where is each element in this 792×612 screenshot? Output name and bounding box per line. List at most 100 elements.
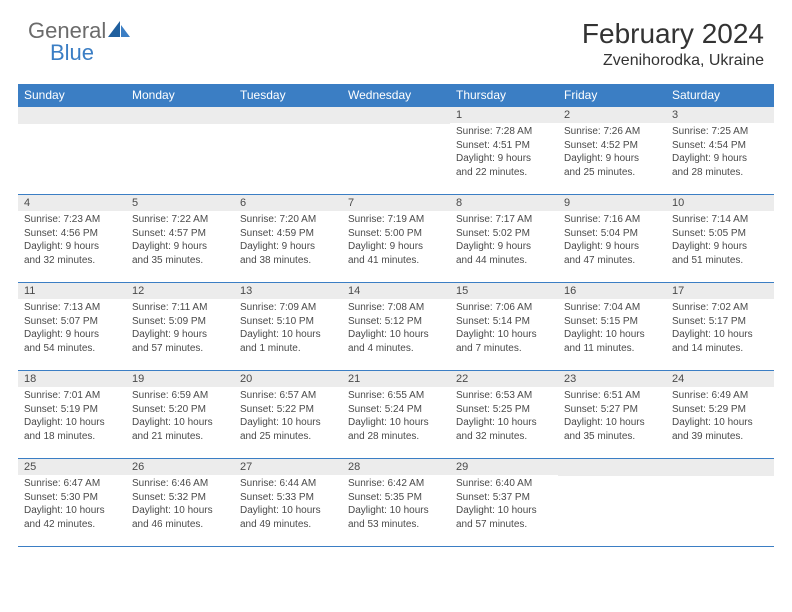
day-cell: 13Sunrise: 7:09 AMSunset: 5:10 PMDayligh… xyxy=(234,283,342,371)
calendar-table: Sunday Monday Tuesday Wednesday Thursday… xyxy=(18,84,774,547)
sunset-text: Sunset: 5:14 PM xyxy=(456,315,552,329)
daylight-text: Daylight: 9 hours xyxy=(672,240,768,254)
sunset-text: Sunset: 5:19 PM xyxy=(24,403,120,417)
daylight-text2: and 41 minutes. xyxy=(348,254,444,268)
day-number: 5 xyxy=(126,195,234,211)
sunrise-text: Sunrise: 7:01 AM xyxy=(24,389,120,403)
daylight-text2: and 32 minutes. xyxy=(456,430,552,444)
day-number: 19 xyxy=(126,371,234,387)
sunrise-text: Sunrise: 7:16 AM xyxy=(564,213,660,227)
day-cell: 16Sunrise: 7:04 AMSunset: 5:15 PMDayligh… xyxy=(558,283,666,371)
sunset-text: Sunset: 5:10 PM xyxy=(240,315,336,329)
empty-day-bar xyxy=(342,107,450,124)
day-header: Thursday xyxy=(450,84,558,107)
logo-text-block: General Blue xyxy=(28,18,132,66)
sunset-text: Sunset: 5:00 PM xyxy=(348,227,444,241)
day-details: Sunrise: 6:57 AMSunset: 5:22 PMDaylight:… xyxy=(234,387,342,447)
day-number: 1 xyxy=(450,107,558,123)
sunset-text: Sunset: 5:05 PM xyxy=(672,227,768,241)
day-cell: 7Sunrise: 7:19 AMSunset: 5:00 PMDaylight… xyxy=(342,195,450,283)
daylight-text2: and 53 minutes. xyxy=(348,518,444,532)
day-details: Sunrise: 7:17 AMSunset: 5:02 PMDaylight:… xyxy=(450,211,558,271)
sunrise-text: Sunrise: 7:08 AM xyxy=(348,301,444,315)
day-cell xyxy=(18,107,126,195)
sunset-text: Sunset: 5:33 PM xyxy=(240,491,336,505)
sunset-text: Sunset: 5:25 PM xyxy=(456,403,552,417)
daylight-text: Daylight: 9 hours xyxy=(564,152,660,166)
day-cell xyxy=(342,107,450,195)
sunset-text: Sunset: 4:52 PM xyxy=(564,139,660,153)
daylight-text2: and 49 minutes. xyxy=(240,518,336,532)
sunrise-text: Sunrise: 7:13 AM xyxy=(24,301,120,315)
sunset-text: Sunset: 5:04 PM xyxy=(564,227,660,241)
daylight-text: Daylight: 10 hours xyxy=(456,416,552,430)
day-cell xyxy=(126,107,234,195)
sunrise-text: Sunrise: 6:55 AM xyxy=(348,389,444,403)
daylight-text: Daylight: 10 hours xyxy=(348,328,444,342)
sunrise-text: Sunrise: 6:51 AM xyxy=(564,389,660,403)
daylight-text: Daylight: 9 hours xyxy=(24,240,120,254)
day-cell: 12Sunrise: 7:11 AMSunset: 5:09 PMDayligh… xyxy=(126,283,234,371)
sunrise-text: Sunrise: 6:59 AM xyxy=(132,389,228,403)
header: General Blue February 2024 Zvenihorodka,… xyxy=(0,0,792,78)
daylight-text2: and 11 minutes. xyxy=(564,342,660,356)
day-number: 4 xyxy=(18,195,126,211)
daylight-text: Daylight: 10 hours xyxy=(24,416,120,430)
day-number: 11 xyxy=(18,283,126,299)
daylight-text: Daylight: 9 hours xyxy=(132,240,228,254)
month-year: February 2024 xyxy=(582,18,764,50)
day-number: 22 xyxy=(450,371,558,387)
sunrise-text: Sunrise: 6:42 AM xyxy=(348,477,444,491)
day-details: Sunrise: 7:20 AMSunset: 4:59 PMDaylight:… xyxy=(234,211,342,271)
day-number: 27 xyxy=(234,459,342,475)
day-number: 18 xyxy=(18,371,126,387)
daylight-text: Daylight: 10 hours xyxy=(456,504,552,518)
day-header-row: Sunday Monday Tuesday Wednesday Thursday… xyxy=(18,84,774,107)
sunset-text: Sunset: 5:27 PM xyxy=(564,403,660,417)
sunset-text: Sunset: 5:17 PM xyxy=(672,315,768,329)
day-details: Sunrise: 7:04 AMSunset: 5:15 PMDaylight:… xyxy=(558,299,666,359)
day-details: Sunrise: 7:25 AMSunset: 4:54 PMDaylight:… xyxy=(666,123,774,183)
day-number: 9 xyxy=(558,195,666,211)
day-number: 8 xyxy=(450,195,558,211)
sail-icon xyxy=(106,19,132,44)
day-cell: 9Sunrise: 7:16 AMSunset: 5:04 PMDaylight… xyxy=(558,195,666,283)
sunrise-text: Sunrise: 7:04 AM xyxy=(564,301,660,315)
day-details: Sunrise: 6:51 AMSunset: 5:27 PMDaylight:… xyxy=(558,387,666,447)
week-row: 1Sunrise: 7:28 AMSunset: 4:51 PMDaylight… xyxy=(18,107,774,195)
daylight-text2: and 25 minutes. xyxy=(564,166,660,180)
daylight-text2: and 28 minutes. xyxy=(348,430,444,444)
day-number: 25 xyxy=(18,459,126,475)
daylight-text2: and 18 minutes. xyxy=(24,430,120,444)
day-details: Sunrise: 6:49 AMSunset: 5:29 PMDaylight:… xyxy=(666,387,774,447)
day-details: Sunrise: 7:02 AMSunset: 5:17 PMDaylight:… xyxy=(666,299,774,359)
sunrise-text: Sunrise: 7:25 AM xyxy=(672,125,768,139)
day-number: 7 xyxy=(342,195,450,211)
daylight-text: Daylight: 9 hours xyxy=(672,152,768,166)
sunset-text: Sunset: 5:20 PM xyxy=(132,403,228,417)
day-header: Wednesday xyxy=(342,84,450,107)
day-cell: 24Sunrise: 6:49 AMSunset: 5:29 PMDayligh… xyxy=(666,371,774,459)
day-details: Sunrise: 7:06 AMSunset: 5:14 PMDaylight:… xyxy=(450,299,558,359)
daylight-text: Daylight: 10 hours xyxy=(672,328,768,342)
day-number: 29 xyxy=(450,459,558,475)
daylight-text2: and 25 minutes. xyxy=(240,430,336,444)
sunrise-text: Sunrise: 6:46 AM xyxy=(132,477,228,491)
sunset-text: Sunset: 5:32 PM xyxy=(132,491,228,505)
daylight-text2: and 39 minutes. xyxy=(672,430,768,444)
sunset-text: Sunset: 4:54 PM xyxy=(672,139,768,153)
day-number: 21 xyxy=(342,371,450,387)
sunrise-text: Sunrise: 7:17 AM xyxy=(456,213,552,227)
day-details: Sunrise: 7:28 AMSunset: 4:51 PMDaylight:… xyxy=(450,123,558,183)
sunset-text: Sunset: 5:35 PM xyxy=(348,491,444,505)
daylight-text: Daylight: 10 hours xyxy=(564,416,660,430)
sunset-text: Sunset: 5:22 PM xyxy=(240,403,336,417)
daylight-text2: and 38 minutes. xyxy=(240,254,336,268)
day-number: 26 xyxy=(126,459,234,475)
day-details: Sunrise: 6:55 AMSunset: 5:24 PMDaylight:… xyxy=(342,387,450,447)
day-details: Sunrise: 7:11 AMSunset: 5:09 PMDaylight:… xyxy=(126,299,234,359)
day-details: Sunrise: 7:08 AMSunset: 5:12 PMDaylight:… xyxy=(342,299,450,359)
daylight-text2: and 28 minutes. xyxy=(672,166,768,180)
sunrise-text: Sunrise: 7:23 AM xyxy=(24,213,120,227)
sunset-text: Sunset: 5:02 PM xyxy=(456,227,552,241)
